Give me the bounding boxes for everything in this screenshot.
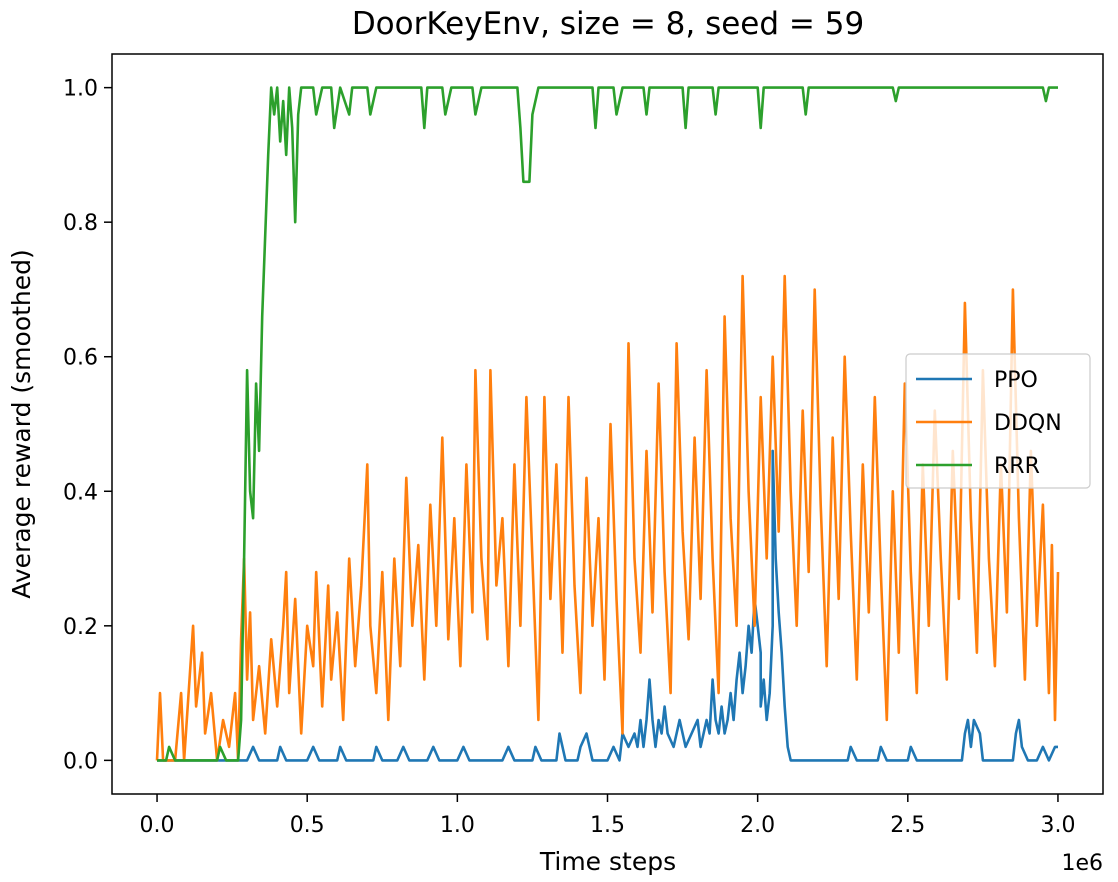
y-tick-label: 0.4 — [63, 480, 98, 505]
chart-title: DoorKeyEnv, size = 8, seed = 59 — [352, 6, 864, 42]
x-tick-label: 2.0 — [740, 813, 775, 838]
x-tick-label: 1.5 — [590, 813, 625, 838]
x-tick-label: 1.0 — [440, 813, 475, 838]
x-tick-label: 0.0 — [140, 813, 175, 838]
x-axis-label: Time steps — [539, 847, 676, 876]
series-line-ppo — [157, 449, 1058, 762]
legend-label-rrr: RRR — [994, 454, 1040, 479]
y-axis: 0.0 0.2 0.4 0.6 0.8 1.0 — [63, 77, 112, 774]
legend-box — [905, 353, 1091, 489]
y-axis-label: Average reward (smoothed) — [7, 249, 36, 599]
y-tick-label: 1.0 — [63, 77, 98, 102]
x-axis: 0.0 0.5 1.0 1.5 2.0 2.5 3.0 — [140, 794, 1075, 838]
x-axis-offset-label: 1e6 — [1061, 851, 1103, 876]
legend-label-ppo: PPO — [994, 368, 1038, 393]
series-line-ddqn — [155, 274, 1060, 762]
y-tick-label: 0.0 — [63, 749, 98, 774]
legend: PPO DDQN RRR — [905, 353, 1091, 489]
x-tick-label: 2.5 — [890, 813, 925, 838]
y-tick-label: 0.8 — [63, 211, 98, 236]
legend-label-ddqn: DDQN — [994, 411, 1062, 436]
x-tick-label: 3.0 — [1040, 813, 1075, 838]
y-tick-label: 0.2 — [63, 615, 98, 640]
y-tick-label: 0.6 — [63, 346, 98, 371]
x-tick-label: 0.5 — [290, 813, 325, 838]
series-line-rrr — [157, 86, 1058, 762]
